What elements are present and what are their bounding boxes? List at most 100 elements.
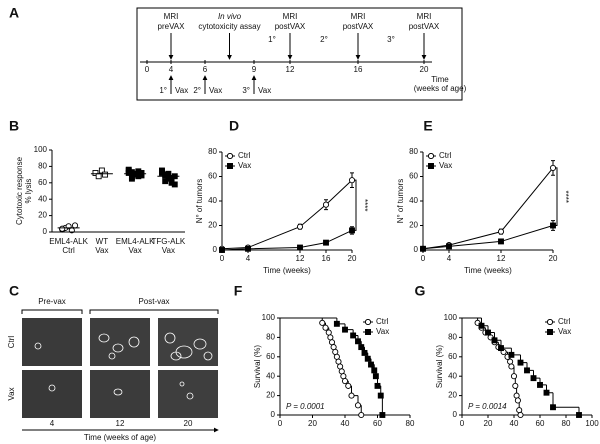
data-point bbox=[345, 382, 352, 389]
y-tick-label: 100 bbox=[444, 313, 458, 322]
data-point bbox=[576, 412, 582, 418]
significance-bracket bbox=[555, 167, 558, 226]
data-point bbox=[296, 223, 304, 230]
tick-label: 6 bbox=[203, 65, 208, 74]
x-tick-label: 20 bbox=[308, 419, 317, 428]
vax-label: Vax bbox=[258, 86, 271, 95]
event-label: postVAX bbox=[343, 22, 374, 31]
x-axis-label: Time (weeks) bbox=[464, 266, 512, 275]
data-point bbox=[71, 222, 79, 229]
y-tick-label: 40 bbox=[409, 196, 418, 205]
x-tick-label: Vax bbox=[95, 246, 108, 255]
panel-letter: D bbox=[229, 118, 239, 134]
data-point bbox=[245, 245, 251, 252]
y-tick-label: 80 bbox=[266, 333, 275, 342]
boost-label: 3° bbox=[387, 35, 395, 44]
data-point bbox=[348, 177, 356, 184]
event-label: cytotoxicity assay bbox=[198, 22, 260, 31]
x-tick-label: 40 bbox=[341, 419, 350, 428]
y-tick-label: 80 bbox=[208, 147, 217, 156]
y-tick-label: 60 bbox=[266, 352, 275, 361]
data-point bbox=[128, 174, 135, 181]
data-point bbox=[319, 319, 326, 326]
data-point bbox=[543, 389, 550, 396]
annotation: P = 0.0014 bbox=[468, 402, 507, 411]
data-point bbox=[355, 338, 361, 345]
x-tick-label: EML4-ALK bbox=[116, 237, 155, 246]
legend-label: Vax bbox=[558, 327, 571, 336]
y-axis-label: Cytotoxic response bbox=[15, 156, 24, 225]
data-point bbox=[510, 373, 518, 380]
data-point bbox=[98, 167, 105, 174]
y-tick-label: 80 bbox=[38, 162, 47, 171]
data-point bbox=[361, 349, 368, 356]
tick-label: 16 bbox=[354, 65, 363, 74]
column-label: 20 bbox=[184, 419, 193, 428]
data-point bbox=[420, 245, 426, 252]
data-point bbox=[372, 373, 379, 380]
data-point bbox=[517, 411, 524, 419]
panel-letter: B bbox=[9, 118, 19, 134]
data-point bbox=[508, 351, 515, 358]
mri-image bbox=[22, 318, 82, 366]
y-tick-label: 40 bbox=[448, 371, 457, 380]
y-tick-label: 0 bbox=[43, 227, 48, 236]
data-point bbox=[102, 171, 109, 178]
x-tick-label: 60 bbox=[373, 419, 382, 428]
y-tick-label: 0 bbox=[414, 245, 419, 254]
data-point bbox=[350, 332, 357, 339]
event-label: In vivo bbox=[218, 12, 242, 21]
legend-label: Ctrl bbox=[558, 317, 571, 326]
data-point bbox=[322, 201, 330, 208]
y-tick-label: 40 bbox=[208, 196, 217, 205]
data-point bbox=[550, 404, 556, 411]
y-tick-label: 0 bbox=[271, 410, 276, 419]
x-tick-label: 4 bbox=[246, 254, 251, 263]
data-point bbox=[507, 358, 514, 365]
axis-label: Time bbox=[431, 75, 449, 84]
y-tick-label: 20 bbox=[409, 221, 418, 230]
x-tick-label: 80 bbox=[562, 419, 571, 428]
x-tick-label: 20 bbox=[484, 419, 493, 428]
x-tick-label: 16 bbox=[322, 254, 331, 263]
legend-marker bbox=[547, 329, 553, 335]
y-tick-label: 100 bbox=[34, 145, 48, 154]
tumor-outlines bbox=[34, 332, 213, 400]
legend-marker bbox=[227, 163, 233, 169]
row-label: Ctrl bbox=[7, 336, 16, 349]
y-tick-label: 0 bbox=[453, 410, 458, 419]
vax-label: Vax bbox=[209, 86, 222, 95]
x-tick-label: EML4-ALK bbox=[49, 237, 88, 246]
legend-label: Ctrl bbox=[238, 151, 251, 160]
y-tick-label: 60 bbox=[409, 172, 418, 181]
y-tick-label: 60 bbox=[208, 172, 217, 181]
group-bracket bbox=[21, 309, 219, 314]
annotation: P = 0.0001 bbox=[286, 402, 325, 411]
data-point bbox=[159, 168, 165, 175]
data-point bbox=[530, 375, 537, 382]
annotation: **** bbox=[561, 190, 570, 202]
tick-label: 9 bbox=[252, 65, 257, 74]
x-tick-label: Vax bbox=[162, 246, 175, 255]
data-point bbox=[358, 411, 365, 419]
y-tick-label: 80 bbox=[409, 147, 418, 156]
y-axis-label: Survival (%) bbox=[253, 345, 262, 388]
axis-label: Time (weeks of age) bbox=[84, 433, 157, 442]
tick-label: 0 bbox=[145, 65, 150, 74]
legend-label: Vax bbox=[238, 161, 251, 170]
x-tick-label: WT bbox=[96, 237, 109, 246]
legend-label: Ctrl bbox=[376, 317, 389, 326]
y-tick-label: 0 bbox=[213, 245, 218, 254]
mri-image bbox=[90, 318, 150, 366]
data-point bbox=[162, 172, 169, 179]
data-point bbox=[478, 322, 485, 329]
x-tick-label: 4 bbox=[447, 254, 452, 263]
legend-marker bbox=[428, 163, 434, 169]
data-point bbox=[371, 367, 378, 374]
data-point bbox=[322, 324, 329, 331]
data-point bbox=[162, 178, 169, 185]
series-line bbox=[221, 229, 353, 251]
data-point bbox=[379, 412, 386, 418]
data-point bbox=[498, 238, 504, 245]
